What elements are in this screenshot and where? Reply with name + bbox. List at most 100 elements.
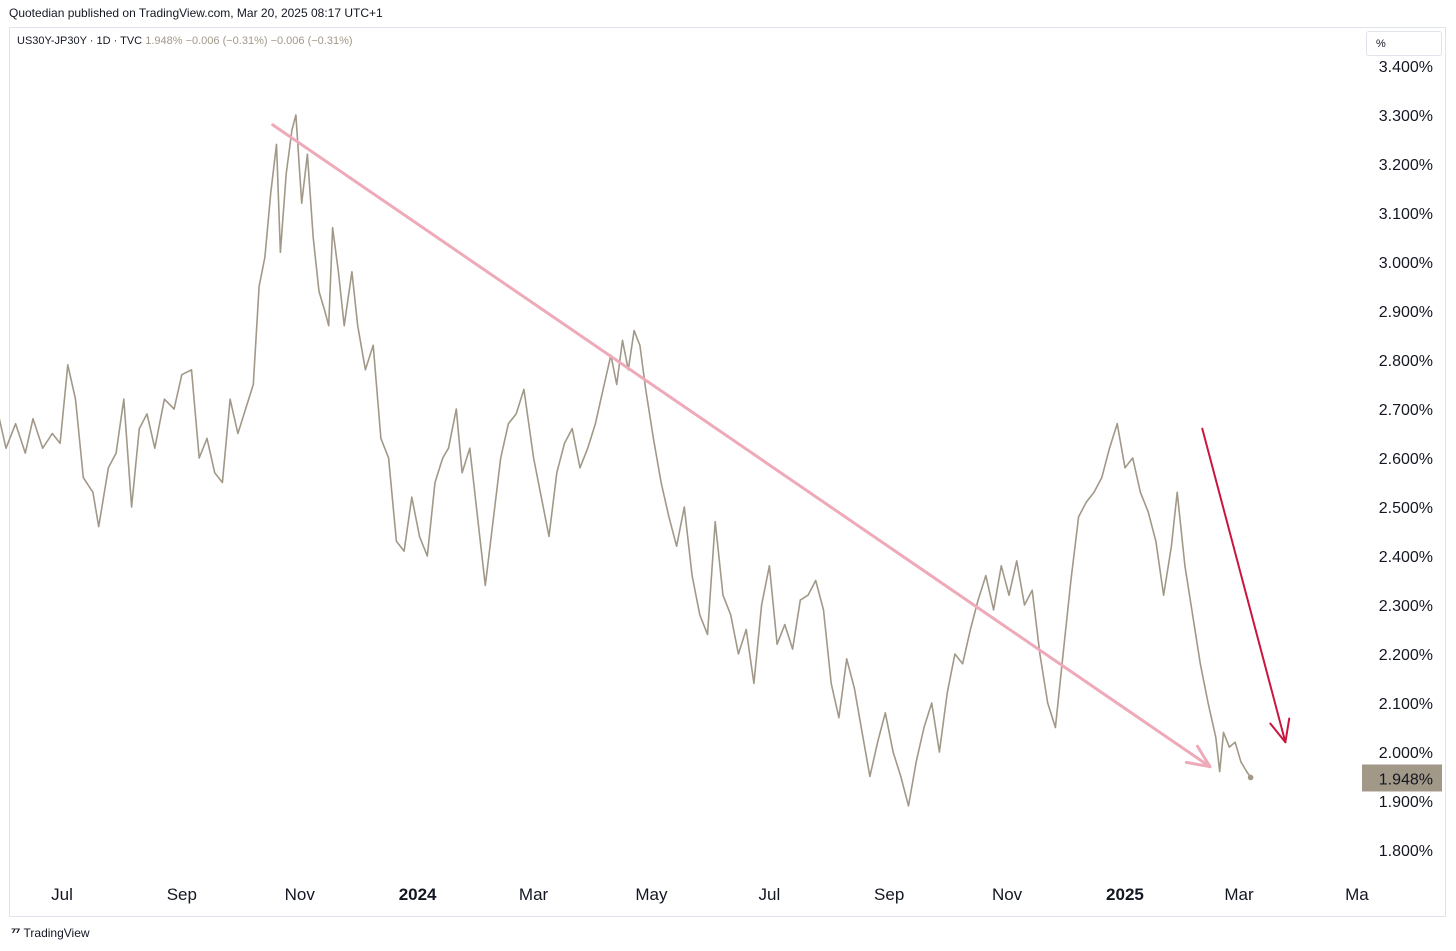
series-layer bbox=[0, 114, 1254, 807]
x-tick-label: Jul bbox=[51, 885, 73, 904]
last-point-marker bbox=[1247, 774, 1254, 781]
data-point bbox=[523, 388, 525, 390]
data-point bbox=[515, 413, 517, 415]
data-point bbox=[1078, 516, 1080, 518]
data-point bbox=[1219, 771, 1221, 773]
data-point bbox=[306, 153, 308, 155]
data-point bbox=[411, 496, 413, 498]
data-point bbox=[1085, 501, 1087, 503]
data-point bbox=[364, 369, 366, 371]
data-point bbox=[1163, 594, 1165, 596]
data-point bbox=[869, 775, 871, 778]
data-point bbox=[722, 594, 724, 596]
data-point bbox=[221, 481, 223, 484]
data-point bbox=[198, 457, 200, 459]
data-point bbox=[1215, 736, 1217, 738]
data-point bbox=[621, 339, 624, 341]
data-point bbox=[279, 251, 281, 253]
data-point bbox=[74, 398, 77, 400]
data-point bbox=[660, 481, 662, 484]
data-point bbox=[403, 550, 405, 552]
data-point bbox=[107, 467, 109, 469]
data-point bbox=[1000, 565, 1002, 567]
data-point bbox=[954, 653, 956, 655]
data-point bbox=[1108, 447, 1111, 449]
data-point bbox=[395, 540, 397, 542]
y-tick-label: 2.000% bbox=[1379, 745, 1433, 762]
publisher-line: Quotedian published on TradingView.com, … bbox=[9, 6, 383, 20]
data-point bbox=[318, 290, 320, 292]
data-point bbox=[138, 428, 140, 430]
data-point bbox=[285, 173, 287, 175]
price-change: 1.948% −0.006 (−0.31%) −0.006 (−0.31%) bbox=[145, 35, 353, 47]
data-point bbox=[115, 452, 117, 454]
data-point bbox=[706, 633, 709, 636]
data-point bbox=[1054, 726, 1056, 729]
data-point bbox=[492, 521, 494, 523]
data-point bbox=[668, 516, 670, 518]
y-tick-label: 2.500% bbox=[1379, 500, 1433, 517]
brand-label: TradingView bbox=[23, 926, 90, 940]
data-point bbox=[1222, 731, 1225, 734]
data-point bbox=[324, 310, 326, 312]
percent-scale-button[interactable]: % bbox=[1366, 31, 1442, 56]
data-point bbox=[469, 447, 471, 449]
data-point bbox=[332, 227, 334, 229]
y-tick-label: 2.600% bbox=[1379, 451, 1433, 468]
y-tick-label: 2.800% bbox=[1379, 353, 1433, 370]
data-point bbox=[418, 535, 421, 538]
data-point bbox=[190, 369, 193, 371]
data-point bbox=[861, 731, 863, 734]
data-point bbox=[877, 741, 879, 743]
data-point bbox=[1170, 545, 1172, 547]
data-point bbox=[1124, 467, 1126, 469]
data-point bbox=[579, 467, 581, 469]
data-point bbox=[82, 477, 84, 479]
data-point bbox=[1155, 540, 1157, 542]
data-point bbox=[776, 643, 778, 645]
data-point bbox=[1023, 604, 1026, 606]
data-point bbox=[154, 447, 156, 449]
data-point bbox=[1246, 771, 1248, 773]
data-point bbox=[714, 521, 716, 523]
data-point bbox=[571, 428, 573, 430]
data-point bbox=[633, 330, 635, 332]
data-point bbox=[67, 364, 69, 366]
data-point bbox=[1008, 594, 1010, 596]
x-tick-label: 2025 bbox=[1106, 885, 1144, 904]
data-point bbox=[5, 447, 7, 449]
data-point bbox=[98, 526, 100, 528]
data-point bbox=[1039, 653, 1041, 655]
data-point bbox=[1228, 746, 1230, 748]
data-point bbox=[977, 599, 979, 601]
data-point bbox=[1031, 589, 1033, 591]
data-point bbox=[461, 472, 463, 474]
y-tick-label: 3.000% bbox=[1379, 255, 1433, 272]
last-value-layer: 1.948% bbox=[1362, 764, 1442, 792]
footer[interactable]: ⁷⁷ TradingView bbox=[11, 926, 90, 940]
data-point bbox=[301, 202, 303, 204]
x-tick-label: Nov bbox=[285, 885, 316, 904]
data-point bbox=[699, 614, 701, 616]
chart-frame[interactable] bbox=[9, 27, 1446, 917]
symbol-info: US30Y-JP30Y · 1D · TVC bbox=[17, 35, 143, 47]
arrow-head bbox=[1269, 717, 1291, 744]
data-point bbox=[946, 692, 948, 694]
data-point bbox=[426, 555, 428, 557]
data-point bbox=[915, 761, 917, 763]
data-point bbox=[745, 628, 747, 631]
data-point bbox=[784, 624, 786, 626]
data-point bbox=[602, 388, 604, 390]
y-tick-label: 1.900% bbox=[1379, 794, 1433, 811]
trendline-arrow[interactable] bbox=[271, 123, 1212, 769]
x-axis: Jul Sep Nov 2024 Mar May Jul Sep Nov 2025 Mar Ma bbox=[51, 885, 1369, 904]
data-point bbox=[206, 437, 208, 439]
data-point bbox=[799, 599, 801, 601]
data-point bbox=[846, 658, 848, 660]
down-arrow[interactable] bbox=[1201, 427, 1287, 744]
symbol-legend[interactable]: US30Y-JP30Y · 1D · TVC 1.948% −0.006 (−0… bbox=[17, 35, 353, 47]
x-tick-label: Mar bbox=[519, 885, 549, 904]
data-point bbox=[1192, 614, 1194, 616]
data-point bbox=[985, 575, 987, 577]
